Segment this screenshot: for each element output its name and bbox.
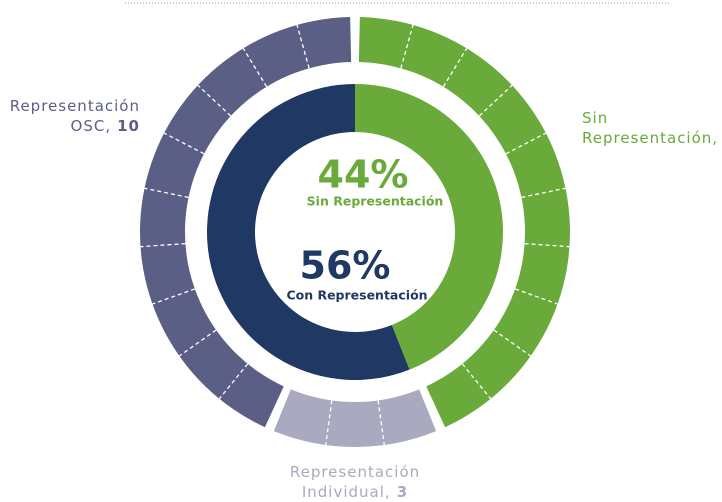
divider	[296, 24, 310, 69]
divider	[478, 84, 513, 117]
label-name: Representación Individual,	[289, 463, 421, 501]
divider	[461, 363, 492, 400]
inner-segment	[207, 84, 410, 380]
divider	[197, 84, 232, 117]
divider	[442, 47, 468, 88]
divider	[493, 329, 532, 357]
center-label: Con Representación	[286, 288, 427, 303]
inner-segment	[355, 84, 504, 370]
label: Representación Individual, 3	[270, 462, 440, 502]
divider	[140, 242, 186, 248]
label: Representación OSC, 10	[0, 96, 140, 136]
divider	[505, 132, 547, 155]
divider	[178, 329, 217, 357]
divider	[152, 288, 196, 305]
center-value: 56%	[300, 244, 391, 288]
outer-segment	[139, 17, 352, 428]
label-name: Sin Representación,	[582, 109, 719, 147]
outer-segment	[358, 17, 571, 428]
divider	[524, 242, 570, 248]
divider	[163, 132, 205, 155]
label-value: 10	[117, 117, 140, 135]
divider	[377, 400, 385, 446]
divider	[218, 363, 249, 400]
divider	[242, 47, 268, 88]
divider	[325, 400, 333, 446]
center-label: Sin Representación	[307, 194, 444, 209]
label-value: 3	[396, 483, 409, 501]
outer-segment	[273, 389, 437, 447]
divider	[144, 187, 189, 199]
divider	[400, 24, 414, 69]
label: Sin Representación,10	[582, 108, 722, 148]
label-name: Representación OSC,	[9, 97, 140, 135]
divider	[514, 288, 558, 305]
center-value: 44%	[318, 153, 409, 197]
divider	[521, 187, 566, 199]
